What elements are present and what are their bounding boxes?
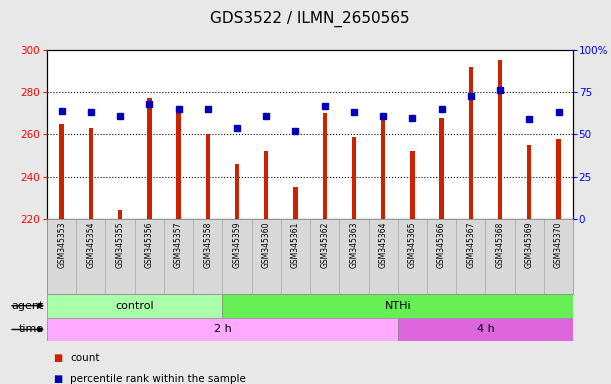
Bar [252,219,281,294]
Bar [222,219,252,294]
Text: percentile rank within the sample: percentile rank within the sample [70,374,246,384]
Bar [410,151,415,219]
Bar [147,98,152,219]
Bar [193,219,222,294]
Bar [47,294,222,318]
Text: GSM345359: GSM345359 [233,221,241,268]
Bar [134,219,164,294]
Text: ■: ■ [53,374,62,384]
Bar [527,145,532,219]
Text: GSM345364: GSM345364 [379,221,387,268]
Bar [59,124,64,219]
Text: GSM345367: GSM345367 [466,221,475,268]
Bar [323,113,327,219]
Bar [339,219,368,294]
Text: GSM345366: GSM345366 [437,221,446,268]
Bar [205,134,210,219]
Bar [106,219,134,294]
Bar [398,219,427,294]
Bar [47,318,398,341]
Text: GSM345363: GSM345363 [349,221,359,268]
Text: GSM345357: GSM345357 [174,221,183,268]
Text: count: count [70,353,100,363]
Text: GSM345368: GSM345368 [496,221,505,268]
Bar [544,219,573,294]
Bar [310,219,339,294]
Text: GSM345369: GSM345369 [525,221,534,268]
Bar [235,164,240,219]
Bar [427,219,456,294]
Text: ■: ■ [53,353,62,363]
Bar [556,139,561,219]
Text: GSM345362: GSM345362 [320,221,329,268]
Bar [47,219,76,294]
Text: time: time [19,324,44,334]
Bar [264,151,268,219]
Text: GSM345365: GSM345365 [408,221,417,268]
Bar [164,219,193,294]
Bar [89,128,93,219]
Text: agent: agent [12,301,44,311]
Bar [381,113,386,219]
Text: GSM345370: GSM345370 [554,221,563,268]
Bar [498,61,502,219]
Bar [222,294,573,318]
Bar [293,187,298,219]
Bar [177,113,181,219]
Bar [398,318,573,341]
Text: GSM345355: GSM345355 [115,221,125,268]
Text: GDS3522 / ILMN_2650565: GDS3522 / ILMN_2650565 [210,11,410,27]
Bar [514,219,544,294]
Text: 2 h: 2 h [213,324,232,334]
Text: NTHi: NTHi [384,301,411,311]
Text: GSM345353: GSM345353 [57,221,66,268]
Text: GSM345354: GSM345354 [86,221,95,268]
Text: control: control [115,301,154,311]
Bar [456,219,485,294]
Bar [485,219,514,294]
Bar [439,118,444,219]
Text: GSM345360: GSM345360 [262,221,271,268]
Bar [118,210,122,219]
Text: GSM345358: GSM345358 [203,221,212,268]
Text: 4 h: 4 h [477,324,494,334]
Bar [352,136,356,219]
Text: GSM345361: GSM345361 [291,221,300,268]
Bar [469,67,473,219]
Bar [76,219,106,294]
Bar [368,219,398,294]
Bar [281,219,310,294]
Text: GSM345356: GSM345356 [145,221,154,268]
